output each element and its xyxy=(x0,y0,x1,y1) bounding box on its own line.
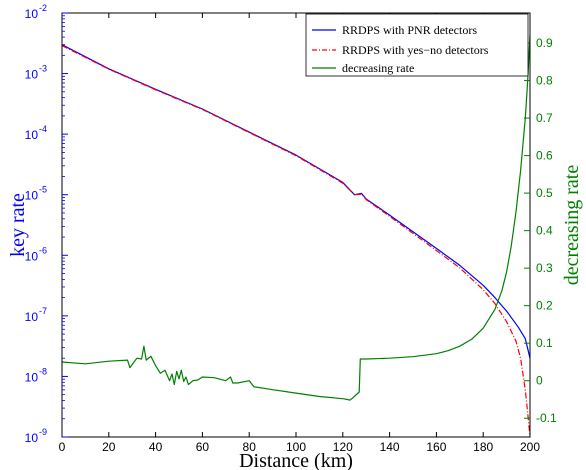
y-left-tick-label: 10 xyxy=(25,128,39,142)
y-left-tick-label: 10 xyxy=(25,189,39,203)
y-left-tick-label: 10 xyxy=(25,68,39,82)
x-tick-label: 140 xyxy=(380,440,400,454)
y-left-tick-label: 10 xyxy=(25,370,39,384)
y-left-tick-exponent: -7 xyxy=(39,306,47,316)
legend: RRDPS with PNR detectors RRDPS with yes−… xyxy=(305,13,529,77)
y-right-tick-label: 0.1 xyxy=(536,336,553,350)
y-right-tick-label: -0.1 xyxy=(536,411,557,425)
x-tick-label: 40 xyxy=(149,440,163,454)
legend-label-pnr: RRDPS with PNR detectors xyxy=(342,23,477,37)
y-left-tick-label: 10 xyxy=(25,7,39,21)
y-right-tick-label: 0.4 xyxy=(536,224,553,238)
legend-box xyxy=(305,13,529,77)
y-left-tick-exponent: -4 xyxy=(39,124,47,134)
y-left-tick-exponent: -5 xyxy=(39,185,47,195)
y-left-tick-label: 10 xyxy=(25,310,39,324)
y-left-tick-exponent: -2 xyxy=(39,3,47,13)
y-left-tick-label: 10 xyxy=(25,431,39,445)
series-line-decreasing xyxy=(61,35,531,401)
x-tick-label: 0 xyxy=(59,440,66,454)
x-tick-label: 20 xyxy=(102,440,116,454)
x-tick-label: 100 xyxy=(286,440,306,454)
legend-label-yes-no: RRDPS with yes−no detectors xyxy=(342,43,489,57)
series-layer xyxy=(61,35,531,438)
y-right-tick-label: 0.3 xyxy=(536,261,553,275)
x-tick-label: 80 xyxy=(243,440,257,454)
x-axis-title: Distance (km) xyxy=(239,450,353,470)
y-right-tick-label: 0.8 xyxy=(536,74,553,88)
x-tick-label: 60 xyxy=(196,440,210,454)
legend-label-decreasing: decreasing rate xyxy=(342,61,414,75)
x-tick-label: 200 xyxy=(520,440,540,454)
y-left-tick-exponent: -8 xyxy=(39,366,47,376)
y-right-tick-label: 0.5 xyxy=(536,186,553,200)
y-left-tick-exponent: -9 xyxy=(39,427,47,437)
y-right-tick-label: 0 xyxy=(536,374,543,388)
y-right-tick-label: 0.2 xyxy=(536,299,553,313)
y-left-tick-exponent: -6 xyxy=(39,245,47,255)
y-left-tick-label: 10 xyxy=(25,249,39,263)
x-tick-label: 160 xyxy=(426,440,446,454)
plot-area xyxy=(62,13,530,437)
x-tick-label: 120 xyxy=(333,440,353,454)
y-right-axis-title: decreasing rate xyxy=(561,165,583,286)
y-right-tick-label: 0.7 xyxy=(536,111,553,125)
y-left-tick-exponent: -3 xyxy=(39,64,47,74)
y-right-tick-label: 0.6 xyxy=(536,149,553,163)
x-tick-label: 180 xyxy=(473,440,493,454)
series-line-yes-no xyxy=(61,45,531,438)
y-right-tick-label: 0.9 xyxy=(536,36,553,50)
y-left-axis-title: key rate xyxy=(7,193,29,257)
